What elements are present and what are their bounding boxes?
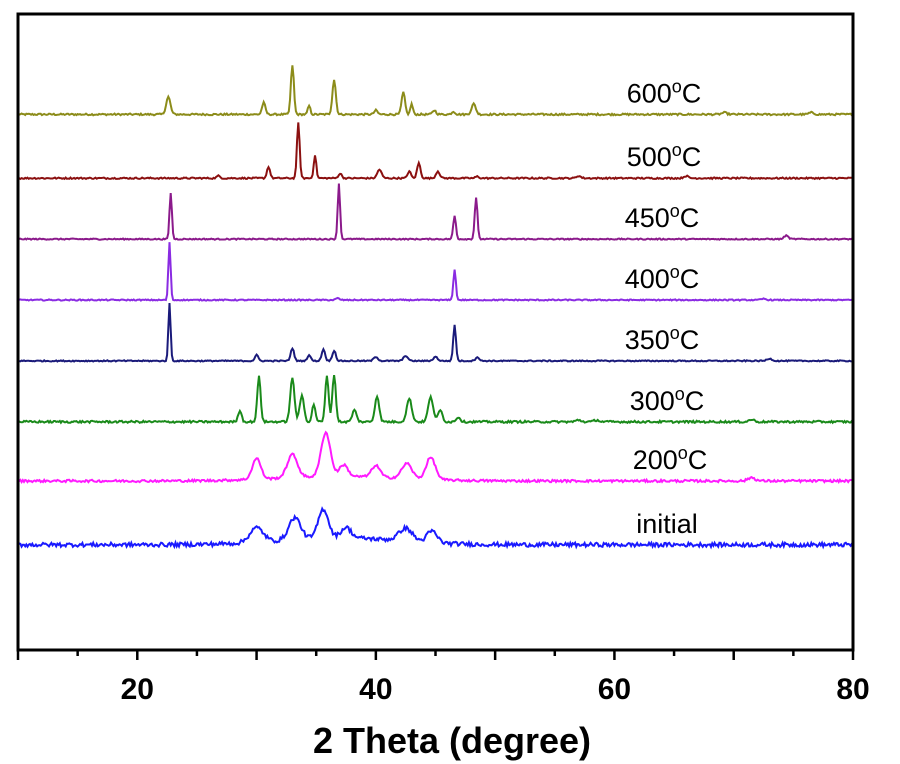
series-line-200c — [17, 430, 854, 484]
x-axis-title: 2 Theta (degree) — [313, 720, 591, 761]
x-tick-label-20: 20 — [121, 673, 154, 706]
series-line-initial — [17, 506, 853, 550]
series-line-600c — [17, 65, 853, 117]
series-label-350c: 350oC — [625, 323, 700, 355]
series-line-350c — [17, 303, 854, 363]
x-tick-label-80: 80 — [836, 673, 869, 706]
series-line-400c — [17, 242, 853, 302]
series-label-initial: initial — [636, 509, 698, 539]
series-label-600c: 600oC — [627, 76, 702, 108]
x-tick-label-40: 40 — [359, 673, 392, 706]
plot-frame — [16, 12, 855, 652]
series-label-450c: 450oC — [625, 201, 700, 233]
series-label-200c: 200oC — [633, 443, 708, 475]
x-tick-label-60: 60 — [598, 673, 631, 706]
series-labels: 600oC 500oC 450oC 400oC 350oC 300oC 200oC initi… — [625, 76, 708, 538]
series-line-450c — [18, 183, 854, 242]
series-label-400c: 400oC — [625, 262, 700, 294]
series-line-300c — [17, 374, 854, 425]
series-label-500c: 500oC — [627, 140, 702, 172]
x-axis-ticks: 20 40 60 80 — [16, 650, 870, 706]
series-group — [17, 65, 854, 550]
series-label-300c: 300oC — [630, 384, 705, 416]
series-line-500c — [18, 122, 854, 181]
